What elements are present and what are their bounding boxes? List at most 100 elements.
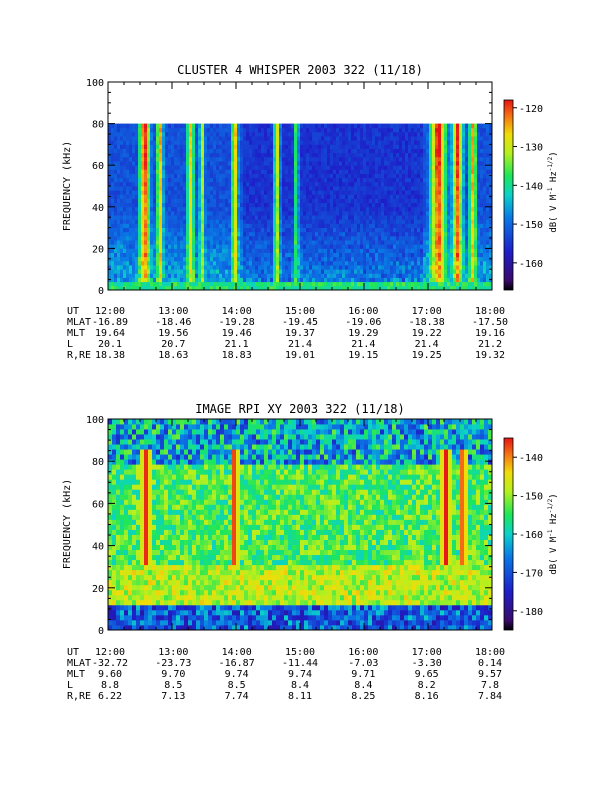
heatmap-cell <box>129 244 133 249</box>
heatmap-cell <box>354 202 358 208</box>
heatmap-cell <box>456 240 460 245</box>
heatmap-cell <box>147 240 151 245</box>
heatmap-cell <box>357 227 361 233</box>
heatmap-cell <box>270 265 274 270</box>
heatmap-cell <box>147 210 151 216</box>
heatmap-cell <box>255 231 259 237</box>
heatmap-cell <box>240 210 244 216</box>
heatmap-cell <box>354 285 358 291</box>
heatmap-cell <box>369 165 373 170</box>
heatmap-cell <box>381 277 385 283</box>
heatmap-cell <box>318 161 322 166</box>
heatmap-cell <box>447 202 451 208</box>
heatmap-cell <box>411 210 415 216</box>
heatmap-cell <box>375 240 379 245</box>
heatmap-cell <box>261 198 265 204</box>
heatmap-cell <box>186 161 190 166</box>
heatmap-cell <box>159 181 163 187</box>
heatmap-cell <box>279 165 283 170</box>
heatmap-cell <box>138 198 142 204</box>
heatmap-cell <box>165 206 169 212</box>
heatmap-cell <box>210 148 214 154</box>
heatmap-cell <box>165 223 169 228</box>
heatmap-cell <box>342 177 346 183</box>
heatmap-cell <box>306 144 310 149</box>
heatmap-cell <box>438 131 442 137</box>
heatmap-cell <box>144 235 148 241</box>
heatmap-cell <box>420 131 424 137</box>
heatmap-cell <box>330 277 334 283</box>
heatmap-cell <box>243 156 247 162</box>
heatmap-cell <box>330 123 334 129</box>
heatmap-cell <box>111 173 115 179</box>
heatmap-cell <box>441 256 445 262</box>
heatmap-cell <box>162 265 166 270</box>
heatmap-cell <box>240 127 244 133</box>
heatmap-cell <box>387 156 391 162</box>
heatmap-cell <box>312 269 316 274</box>
heatmap-cell <box>261 227 265 233</box>
heatmap-cell <box>132 244 136 249</box>
heatmap-cell <box>216 244 220 249</box>
heatmap-cell <box>456 231 460 237</box>
heatmap-cell <box>456 281 460 287</box>
heatmap-cell <box>282 269 286 274</box>
heatmap-cell <box>333 244 337 249</box>
heatmap-cell <box>387 161 391 166</box>
heatmap-cell <box>342 265 346 270</box>
heatmap-cell <box>414 231 418 237</box>
heatmap-cell <box>474 265 478 270</box>
heatmap-cell <box>330 240 334 245</box>
heatmap-cell <box>165 269 169 274</box>
heatmap-cell <box>132 231 136 237</box>
heatmap-cell <box>141 144 145 149</box>
heatmap-cell <box>330 156 334 162</box>
heatmap-cell <box>258 285 262 291</box>
heatmap-cell <box>300 256 304 262</box>
heatmap-cell <box>318 131 322 137</box>
heatmap-cell <box>201 190 205 195</box>
heatmap-cell <box>387 281 391 287</box>
heatmap-cell <box>273 252 277 258</box>
heatmap-cell <box>276 223 280 228</box>
heatmap-cell <box>108 148 112 154</box>
heatmap-cell <box>225 223 229 228</box>
heatmap-cell <box>456 223 460 228</box>
heatmap-cell <box>456 127 460 133</box>
heatmap-cell <box>144 219 148 224</box>
heatmap-cell <box>129 177 133 183</box>
heatmap-cell <box>195 206 199 212</box>
heatmap-cell <box>162 127 166 133</box>
heatmap-cell <box>204 273 208 278</box>
heatmap-cell <box>213 227 217 233</box>
heatmap-cell <box>150 165 154 170</box>
heatmap-cell <box>135 177 139 183</box>
heatmap-cell <box>228 177 232 183</box>
heatmap-cell <box>387 127 391 133</box>
heatmap-cell <box>363 248 367 253</box>
heatmap-cell <box>186 281 190 287</box>
heatmap-cell <box>366 269 370 274</box>
heatmap-cell <box>162 123 166 129</box>
heatmap-cell <box>315 181 319 187</box>
heatmap-cell <box>228 227 232 233</box>
heatmap-cell <box>270 227 274 233</box>
heatmap-cell <box>108 186 112 191</box>
heatmap-cell <box>381 244 385 249</box>
heatmap-cell <box>417 223 421 228</box>
heatmap-cell <box>216 194 220 199</box>
heatmap-cell <box>330 140 334 145</box>
heatmap-cell <box>159 202 163 208</box>
heatmap-cell <box>270 152 274 158</box>
heatmap-cell <box>195 190 199 195</box>
heatmap-cell <box>180 202 184 208</box>
heatmap-cell <box>342 173 346 179</box>
heatmap-cell <box>408 136 412 141</box>
heatmap-cell <box>168 223 172 228</box>
heatmap-cell <box>225 248 229 253</box>
heatmap-cell <box>363 273 367 278</box>
heatmap-cell <box>378 231 382 237</box>
heatmap-cell <box>405 231 409 237</box>
heatmap-cell <box>243 231 247 237</box>
heatmap-cell <box>261 173 265 179</box>
